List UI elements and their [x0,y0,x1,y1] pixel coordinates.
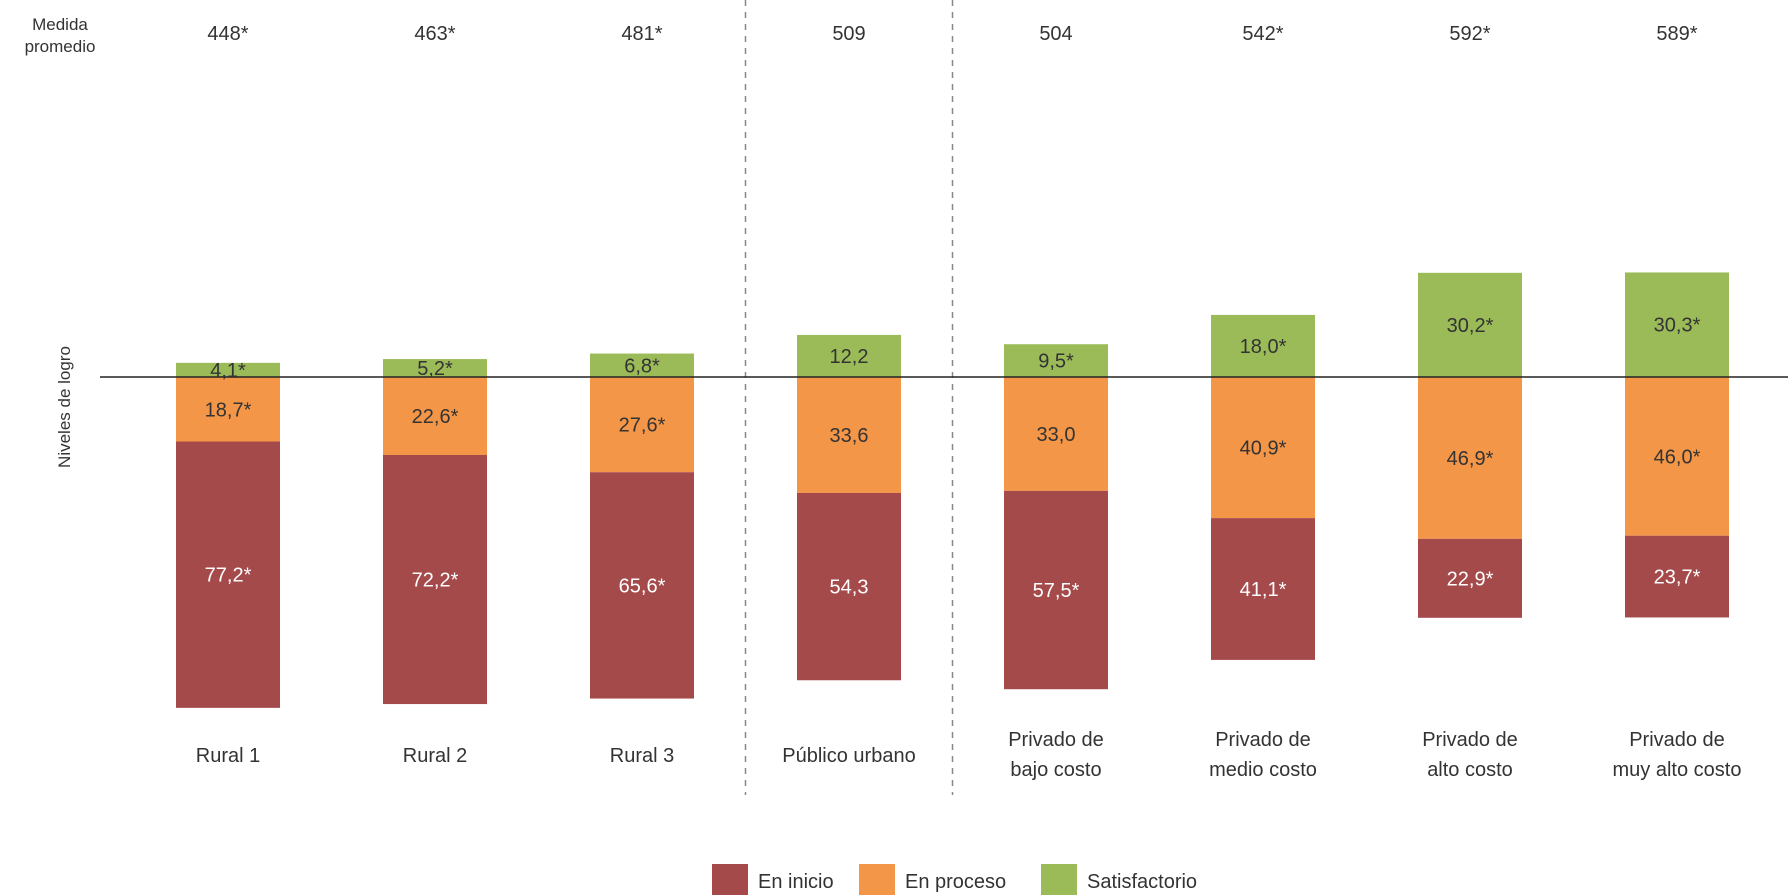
bar-en-inicio-privado-de-medio-costo [1211,518,1315,660]
category-label-privado-de-alto-costo: Privado de alto costo [1422,729,1518,781]
category-label-rural-1: Rural 1 [196,745,260,767]
bar-en-inicio-rural-1 [176,441,280,708]
row-labels: Medida promedio Niveles de logro [25,15,96,468]
label-en-inicio-rural-3: 65,6* [619,575,666,597]
label-en-inicio-privado-de-medio-costo: 41,1* [1240,579,1287,601]
bar-en-inicio-privado-de-bajo-costo [1004,490,1108,690]
legend-label-en-proceso: En proceso [905,871,1006,893]
label-en-proceso-privado-de-bajo-costo: 33,0 [1037,424,1076,446]
mean-score-rural-1: 448* [207,23,248,45]
legend-swatch-en-inicio [712,864,748,895]
category-label-rural-2: Rural 2 [403,745,467,767]
label-satisfactorio-rural-3: 6,8* [624,355,660,377]
label-en-proceso-publico-urbano: 33,6 [830,425,869,447]
label-en-inicio-rural-2: 72,2* [412,570,459,592]
category-label-rural-3: Rural 3 [610,745,674,767]
category-label-privado-de-medio-costo: Privado de medio costo [1209,729,1317,781]
bar-en-inicio-rural-2 [383,454,487,705]
mean-score-privado-de-alto-costo: 592* [1449,23,1490,45]
bar-en-inicio-rural-3 [590,472,694,699]
bar-en-proceso-privado-de-medio-costo [1211,377,1315,519]
label-en-inicio-privado-de-alto-costo: 22,9* [1447,568,1494,590]
mean-score-rural-3: 481* [621,23,662,45]
mean-score-rural-2: 463* [414,23,455,45]
bar-en-proceso-privado-de-bajo-costo [1004,377,1108,491]
category-labels: Rural 1 Rural 2 Rural 3 Público urbano Priva… [196,729,1742,781]
axis-label: Niveles de logro [55,346,74,468]
label-satisfactorio-rural-2: 5,2* [417,358,453,380]
group-separators [744,0,954,795]
legend: En inicio En proceso Satisfactorio [712,864,1197,895]
category-label-privado-de-muy-alto-costo: Privado de muy alto costo [1613,729,1742,781]
bar-en-inicio-privado-de-alto-costo [1418,538,1522,618]
label-satisfactorio-publico-urbano: 12,2 [830,346,869,368]
label-en-inicio-publico-urbano: 54,3 [830,577,869,599]
label-en-proceso-privado-de-muy-alto-costo: 46,0* [1654,446,1701,468]
label-en-inicio-privado-de-bajo-costo: 57,5* [1033,580,1080,602]
bar-satisfactorio-privado-de-medio-costo [1211,314,1315,377]
mean-score-privado-de-bajo-costo: 504 [1039,23,1072,45]
category-label-publico-urbano: Público urbano [782,745,915,767]
bar-satisfactorio-privado-de-muy-alto-costo [1625,272,1729,377]
label-en-proceso-privado-de-alto-costo: 46,9* [1447,448,1494,470]
stacked-bars [176,272,1729,708]
legend-label-satisfactorio: Satisfactorio [1087,871,1197,893]
label-en-inicio-privado-de-muy-alto-costo: 23,7* [1654,567,1701,589]
bar-en-proceso-rural-1 [176,377,280,442]
mean-score-publico-urbano: 509 [832,23,865,45]
legend-swatch-en-proceso [859,864,895,895]
label-en-inicio-rural-1: 77,2* [205,565,252,587]
legend-swatch-satisfactorio [1041,864,1077,895]
mean-score-privado-de-muy-alto-costo: 589* [1656,23,1697,45]
label-en-proceso-rural-3: 27,6* [619,415,666,437]
bar-satisfactorio-rural-2 [383,359,487,377]
bar-satisfactorio-privado-de-alto-costo [1418,272,1522,377]
mean-scores: 448* 463* 481* 509 504 542* 592* 589* [207,23,1697,45]
bar-satisfactorio-publico-urbano [797,334,901,377]
bar-en-proceso-rural-3 [590,377,694,473]
label-satisfactorio-privado-de-muy-alto-costo: 30,3* [1654,315,1701,337]
mean-row-label: Medida promedio [25,15,96,56]
mean-score-privado-de-medio-costo: 542* [1242,23,1283,45]
label-satisfactorio-rural-1: 4,1* [210,360,246,382]
bar-en-proceso-privado-de-alto-costo [1418,377,1522,539]
bar-en-proceso-rural-2 [383,377,487,455]
bar-en-inicio-publico-urbano [797,492,901,681]
bar-satisfactorio-privado-de-bajo-costo [1004,344,1108,377]
category-label-privado-de-bajo-costo: Privado de bajo costo [1008,729,1104,781]
label-satisfactorio-privado-de-medio-costo: 18,0* [1240,336,1287,358]
label-en-proceso-rural-1: 18,7* [205,399,252,421]
bar-satisfactorio-rural-1 [176,362,280,377]
label-en-proceso-privado-de-medio-costo: 40,9* [1240,438,1287,460]
segment-labels: 4,1* 18,7* 77,2* 5,2* 22,6* 72,2* 6,8* 27,6* 65,… [205,315,1701,602]
legend-label-en-inicio: En inicio [758,871,834,893]
label-satisfactorio-privado-de-alto-costo: 30,2* [1447,315,1494,337]
label-en-proceso-rural-2: 22,6* [412,406,459,428]
bar-en-proceso-publico-urbano [797,377,901,493]
bar-en-proceso-privado-de-muy-alto-costo [1625,377,1729,536]
label-satisfactorio-privado-de-bajo-costo: 9,5* [1038,351,1074,373]
bar-en-inicio-privado-de-muy-alto-costo [1625,535,1729,618]
bar-satisfactorio-rural-3 [590,353,694,377]
